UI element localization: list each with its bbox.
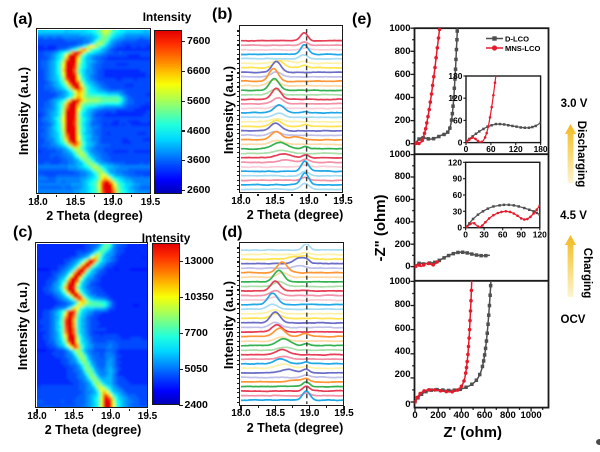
svg-text:90: 90 xyxy=(453,174,463,184)
svg-text:90: 90 xyxy=(517,229,527,239)
svg-text:60: 60 xyxy=(453,115,463,125)
svg-text:120: 120 xyxy=(448,93,462,103)
svg-text:60: 60 xyxy=(498,229,508,239)
svg-text:30: 30 xyxy=(479,229,489,239)
svg-text:D-LCO: D-LCO xyxy=(505,35,529,44)
svg-text:120: 120 xyxy=(509,144,523,154)
svg-text:180: 180 xyxy=(448,71,462,81)
svg-text:0: 0 xyxy=(463,229,468,239)
svg-text:0: 0 xyxy=(464,144,469,154)
svg-text:0: 0 xyxy=(458,138,463,148)
svg-text:180: 180 xyxy=(534,144,548,154)
svg-text:0: 0 xyxy=(457,223,462,233)
svg-text:MNS-LCO: MNS-LCO xyxy=(505,44,541,53)
svg-text:60: 60 xyxy=(486,144,496,154)
svg-text:120: 120 xyxy=(533,229,547,239)
svg-text:60: 60 xyxy=(453,190,463,200)
svg-text:120: 120 xyxy=(448,157,462,167)
svg-text:30: 30 xyxy=(453,206,463,216)
